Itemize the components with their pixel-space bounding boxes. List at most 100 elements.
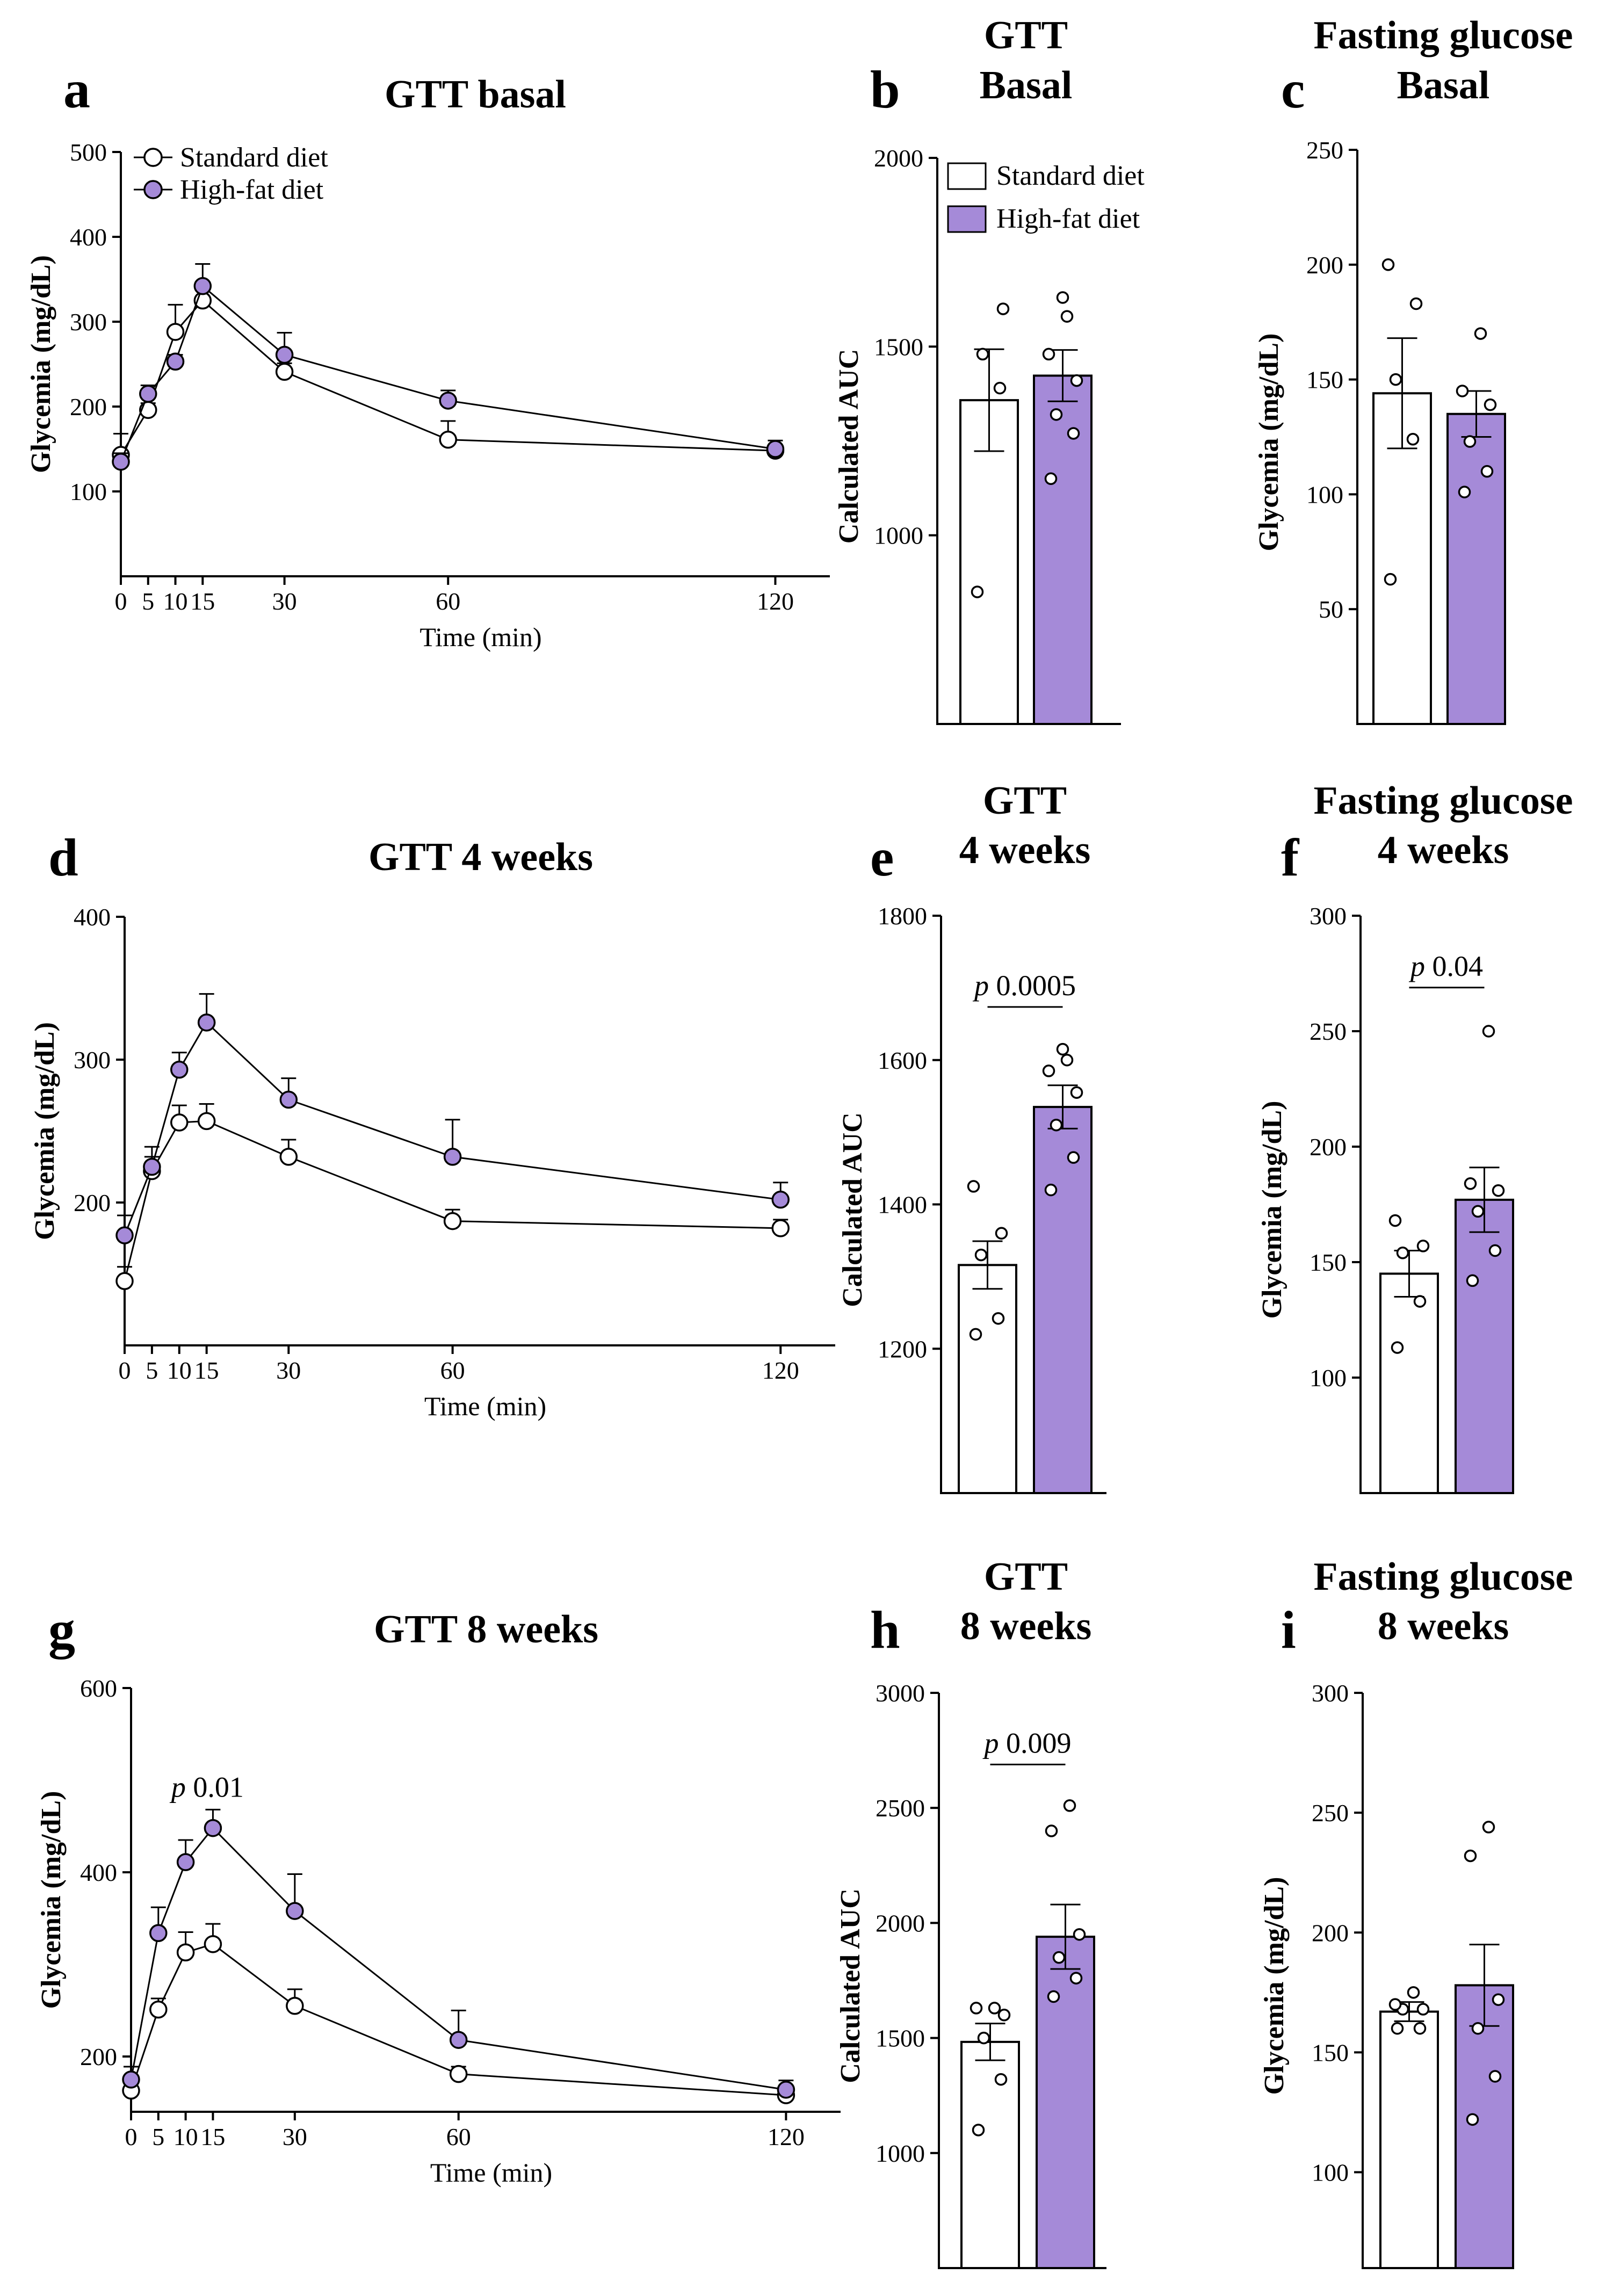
individual-point [1047, 1990, 1060, 2003]
data-point [275, 345, 294, 364]
data-point [279, 1148, 298, 1166]
x-tick-label: 30 [283, 2123, 307, 2150]
individual-point [1492, 1184, 1505, 1197]
individual-point [1471, 1205, 1485, 1218]
y-tick-label: 400 [80, 1859, 117, 1886]
legend-label: Standard diet [180, 142, 328, 173]
individual-point [1060, 310, 1074, 323]
x-tick-label: 5 [142, 588, 154, 615]
individual-point [1063, 1799, 1076, 1812]
individual-point [1073, 1928, 1086, 1941]
individual-point [997, 2009, 1011, 2022]
individual-point [1070, 374, 1083, 387]
panel-title: 8 weeks [960, 1604, 1092, 1648]
individual-point [1413, 2022, 1427, 2035]
y-axis-label: Calculated AUC [835, 1888, 866, 2083]
y-axis-label: Glycemia (mg/dL) [30, 1022, 60, 1240]
y-axis-label: Glycemia (mg/dL) [1254, 334, 1284, 552]
data-point [197, 1013, 216, 1032]
x-tick-label: 30 [272, 588, 297, 615]
x-axis-label: Time (min) [430, 2157, 552, 2188]
y-axis-label: Glycemia (mg/dL) [26, 255, 56, 473]
individual-point [1464, 1177, 1477, 1190]
individual-point [996, 302, 1010, 315]
individual-point [993, 381, 1007, 395]
individual-point [1416, 1240, 1430, 1252]
data-point [449, 2065, 468, 2083]
data-point [279, 1090, 298, 1109]
p-value: 0.04 [1425, 950, 1483, 982]
data-point [170, 1113, 189, 1132]
panel-title: GTT [984, 13, 1068, 57]
legend-marker-top [143, 180, 163, 199]
p-symbol: p [169, 1771, 186, 1803]
legend-swatch [947, 162, 987, 190]
data-point [439, 430, 457, 449]
y-axis-label: Calculated AUC [834, 349, 864, 544]
y-tick-label: 150 [1306, 366, 1343, 394]
data-point [193, 277, 212, 295]
panel-a: a GTT basal 100 200 300 400 500 0 5 10 15 30 60 120 Ti… [26, 60, 830, 652]
individual-point [974, 1248, 988, 1262]
individual-point [1466, 1274, 1479, 1287]
individual-point [1480, 465, 1494, 478]
x-tick-label: 0 [115, 588, 127, 615]
individual-point [1381, 258, 1395, 271]
individual-point [1407, 1986, 1420, 1999]
y-tick-label: 200 [1310, 1133, 1347, 1161]
p-symbol: p [972, 969, 989, 1002]
individual-point [1413, 1295, 1427, 1308]
p-value: 0.01 [186, 1771, 244, 1803]
y-tick-label: 300 [74, 1046, 111, 1074]
individual-point [1466, 2113, 1479, 2126]
panel-title: GTT [983, 779, 1067, 823]
y-axis-label: Glycemia (mg/dL) [1259, 1877, 1290, 2095]
panel-letter: b [870, 60, 900, 119]
x-axis-label: Time (min) [424, 1391, 546, 1421]
y-axis-label: Calculated AUC [837, 1112, 868, 1307]
series-high-fat-diet [122, 1808, 795, 2099]
y-tick-label: 250 [1312, 1799, 1349, 1827]
panel-letter: c [1281, 60, 1305, 119]
individual-point [1488, 1244, 1502, 1257]
panel-letter: i [1281, 1600, 1296, 1660]
y-tick-label: 3000 [876, 1679, 925, 1707]
individual-point [1463, 435, 1477, 448]
legend-swatch [947, 205, 987, 233]
panel-letter: f [1281, 828, 1300, 887]
data-point [115, 1272, 134, 1291]
data-point [149, 2000, 168, 2019]
y-tick-label: 400 [74, 903, 111, 931]
individual-point [1409, 297, 1423, 310]
bar-standard-diet [960, 2040, 1020, 2269]
data-point [443, 1212, 462, 1230]
individual-point [1060, 1054, 1074, 1067]
individual-point [1464, 1849, 1477, 1863]
individual-point [1474, 327, 1487, 340]
bar-high-fat-diet [1455, 1198, 1514, 1494]
panel-f: f Fasting glucose 4 weeks 100 150 200 250 300 Gl… [1257, 779, 1573, 1494]
individual-point [1388, 1214, 1402, 1227]
p-symbol: p [1408, 950, 1425, 982]
y-tick-label: 1500 [876, 2025, 925, 2052]
individual-point [1484, 398, 1497, 411]
panel-title: Fasting glucose [1313, 1555, 1573, 1599]
legend-marker-top [143, 148, 163, 167]
individual-point [1050, 408, 1063, 421]
data-point [771, 1190, 790, 1209]
x-tick-label: 60 [436, 588, 460, 615]
individual-point [1482, 1025, 1495, 1038]
y-axis-label: Glycemia (mg/dL) [1257, 1101, 1287, 1319]
y-tick-label: 200 [1306, 251, 1343, 279]
significance-label: p 0.0005 [972, 969, 1076, 1002]
data-point [204, 1935, 222, 1953]
panel-title: 4 weeks [1378, 828, 1509, 872]
y-tick-label: 150 [1310, 1249, 1347, 1276]
y-tick-label: 2500 [876, 1794, 925, 1822]
y-tick-label: 500 [70, 139, 107, 166]
x-tick-label: 5 [152, 2123, 164, 2150]
individual-point [977, 2031, 990, 2045]
panel-letter: g [48, 1600, 75, 1660]
y-tick-label: 1600 [878, 1047, 927, 1074]
y-tick-label: 1200 [878, 1335, 927, 1363]
